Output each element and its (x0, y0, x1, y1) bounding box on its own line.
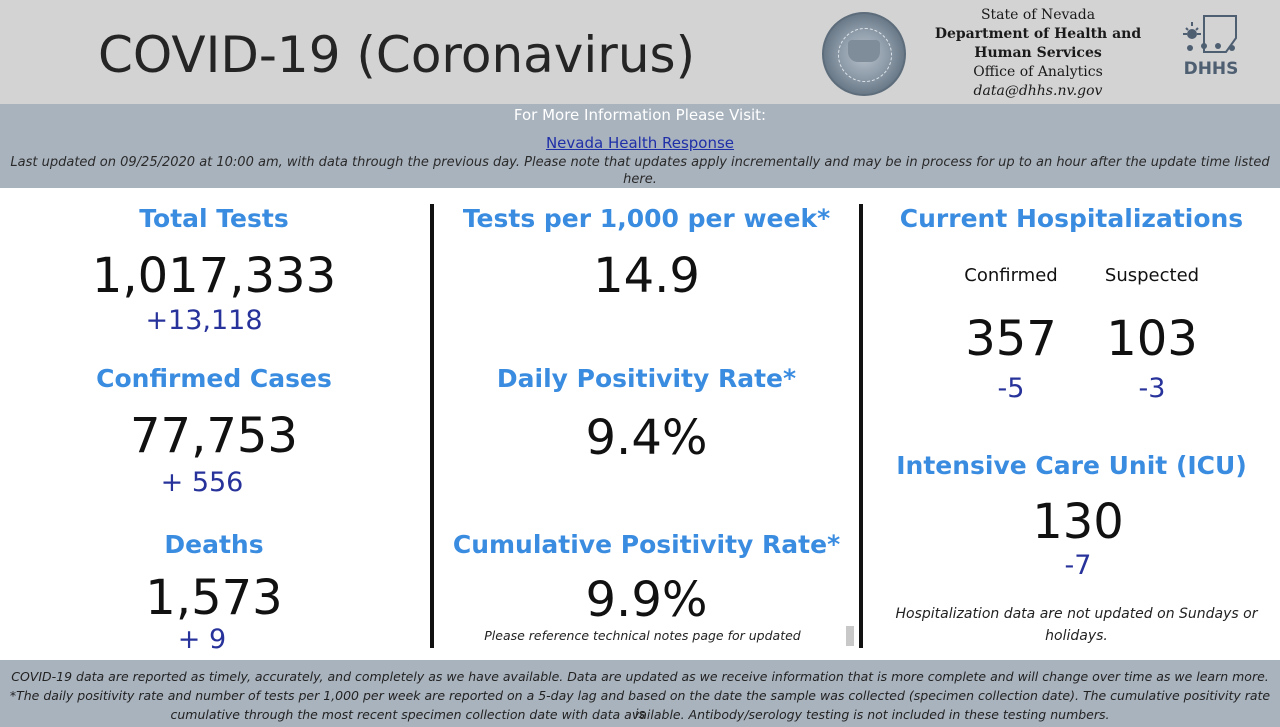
cumulative-positivity-label: Cumulative Positivity Rate* (452, 530, 841, 559)
current-hospitalizations-label: Current Hospitalizations (899, 204, 1244, 233)
hosp-confirmed-delta: -5 (997, 373, 1025, 404)
deaths-label: Deaths (164, 530, 264, 559)
column-divider-right (859, 204, 863, 648)
info-band: For More Information Please Visit: Nevad… (0, 104, 1280, 188)
deaths-delta: + 9 (177, 624, 227, 655)
icu-label: Intensive Care Unit (ICU) (896, 451, 1247, 480)
icu-delta: -7 (1064, 550, 1092, 581)
tests-per-1000-value: 14.9 (593, 248, 700, 304)
dhhs-logo-text: DHHS (1184, 59, 1239, 79)
dhhs-logo-icon: DHHS (1178, 8, 1244, 98)
hosp-confirmed-value: 357 (965, 311, 1057, 367)
agency-human-services: Human Services (974, 45, 1102, 61)
confirmed-cases-delta: + 556 (160, 467, 244, 498)
tests-per-1000-label: Tests per 1,000 per week* (462, 204, 831, 233)
more-info-link-wrap: Nevada Health Response (0, 134, 1280, 152)
daily-positivity-label: Daily Positivity Rate* (496, 364, 797, 393)
footer-line-1: COVID-19 data are reported as timely, ac… (11, 669, 1269, 684)
agency-department: Department of Health and (934, 26, 1142, 42)
icu-value: 130 (1032, 494, 1124, 550)
cumulative-positivity-value: 9.9% (585, 572, 708, 628)
hosp-suspected-sublabel: Suspected (1104, 265, 1200, 286)
header-banner: COVID-19 (Coronavirus) State of Nevada D… (0, 0, 1280, 104)
agency-block: State of Nevada Department of Health and… (928, 6, 1148, 101)
agency-office: Office of Analytics (973, 64, 1103, 80)
page-title: COVID-19 (Coronavirus) (98, 26, 696, 84)
confirmed-cases-label: Confirmed Cases (96, 364, 332, 393)
nevada-health-response-link[interactable]: Nevada Health Response (545, 134, 735, 152)
total-tests-value: 1,017,333 (91, 248, 337, 304)
hosp-suspected-value: 103 (1106, 311, 1198, 367)
hosp-confirmed-sublabel: Confirmed (964, 265, 1058, 286)
confirmed-cases-value: 77,753 (130, 408, 298, 464)
scrollbar-thumb[interactable] (846, 626, 854, 646)
daily-positivity-value: 9.4% (585, 410, 708, 466)
footer-line-2: *The daily positivity rate and number of… (9, 688, 1271, 721)
total-tests-label: Total Tests (139, 204, 289, 233)
agency-state: State of Nevada (980, 7, 1096, 23)
footer-disclaimer: COVID-19 data are reported as timely, ac… (0, 660, 1280, 727)
hosp-suspected-delta: -3 (1138, 373, 1166, 404)
total-tests-delta: +13,118 (145, 305, 263, 336)
hospitalization-note: Hospitalization data are not updated on … (895, 606, 1258, 644)
reference-note: Please reference technical notes page fo… (484, 628, 801, 643)
agency-email: data@dhhs.nv.gov (973, 83, 1103, 99)
more-info-text: For More Information Please Visit: (513, 106, 767, 124)
footer-line-3: cumulative through the most recent speci… (170, 707, 1110, 722)
column-divider-left (430, 204, 434, 648)
nevada-state-seal-icon (822, 12, 906, 96)
last-updated-text: Last updated on 09/25/2020 at 10:00 am, … (10, 155, 1270, 187)
deaths-value: 1,573 (145, 570, 283, 626)
